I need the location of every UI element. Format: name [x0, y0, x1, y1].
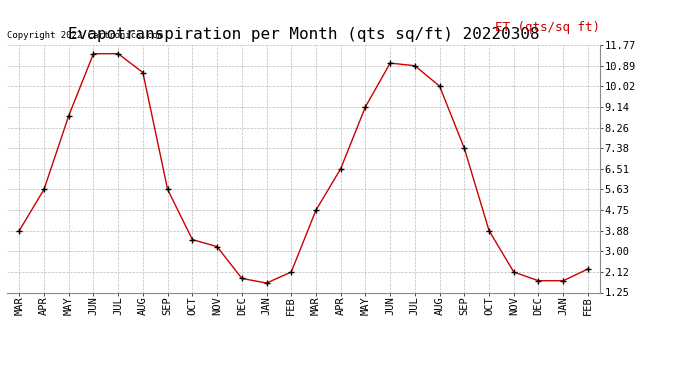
Text: Copyright 2022 Cartronics.com: Copyright 2022 Cartronics.com: [7, 31, 163, 40]
Text: ET (qts/sq ft): ET (qts/sq ft): [495, 21, 600, 34]
Title: Evapotranspiration per Month (qts sq/ft) 20220308: Evapotranspiration per Month (qts sq/ft)…: [68, 27, 540, 42]
